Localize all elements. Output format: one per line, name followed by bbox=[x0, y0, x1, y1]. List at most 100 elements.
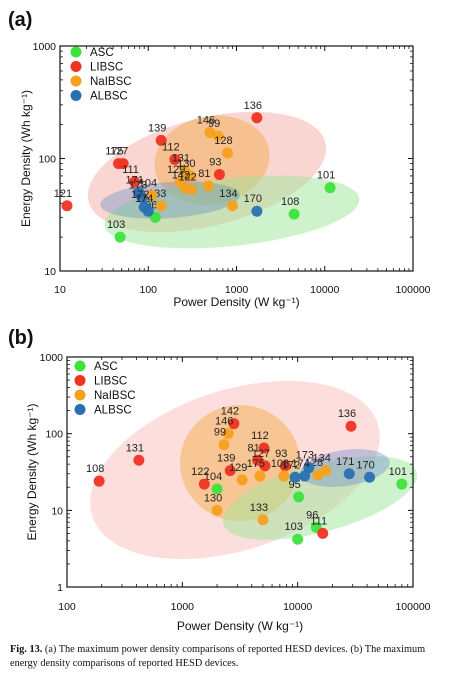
data-label: 81 bbox=[198, 168, 210, 180]
data-point bbox=[136, 192, 148, 204]
data-point bbox=[343, 468, 355, 480]
data-point bbox=[221, 147, 233, 159]
x-tick-label: 10000 bbox=[283, 601, 312, 613]
data-point bbox=[211, 504, 223, 516]
data-label: 111 bbox=[310, 515, 327, 527]
caption-text: (a) The maximum power density comparison… bbox=[10, 644, 426, 669]
data-label: 139 bbox=[148, 122, 166, 134]
data-label: 104 bbox=[139, 177, 157, 189]
data-label: 127 bbox=[110, 146, 128, 158]
data-label: 142 bbox=[172, 170, 190, 182]
data-label: 146 bbox=[197, 115, 215, 127]
data-label: 111 bbox=[122, 164, 139, 176]
x-tick-label: 100 bbox=[58, 601, 76, 613]
caption-prefix: Fig. 13. bbox=[10, 644, 43, 655]
data-label: 142 bbox=[221, 406, 239, 418]
data-point bbox=[202, 180, 214, 192]
data-point bbox=[218, 439, 230, 451]
data-point bbox=[117, 158, 129, 170]
legend-label: ALBSC bbox=[90, 91, 128, 103]
data-label: 146 bbox=[215, 416, 233, 428]
data-label: 122 bbox=[178, 172, 196, 184]
data-point bbox=[198, 478, 210, 490]
panel-label: (a) bbox=[8, 9, 32, 31]
data-point bbox=[61, 200, 73, 212]
data-label: 108 bbox=[281, 196, 299, 208]
y-tick-label: 1000 bbox=[33, 41, 57, 53]
data-point bbox=[324, 182, 336, 194]
data-point bbox=[224, 465, 236, 477]
legend-label: LIBSC bbox=[94, 376, 127, 388]
data-label: 131 bbox=[172, 153, 190, 165]
data-label: 133 bbox=[250, 502, 268, 514]
data-label: 175 bbox=[247, 458, 265, 470]
legend-label: LIBSC bbox=[90, 62, 123, 74]
data-point bbox=[169, 153, 181, 165]
x-tick-label: 100000 bbox=[395, 284, 430, 296]
data-label: 81 bbox=[248, 442, 260, 454]
x-tick-label: 10000 bbox=[310, 284, 339, 296]
data-label: 101 bbox=[317, 170, 335, 182]
data-point bbox=[293, 491, 305, 503]
data-point bbox=[129, 176, 141, 188]
legend-marker bbox=[70, 61, 82, 72]
data-label: 108 bbox=[86, 463, 104, 475]
data-point bbox=[288, 208, 300, 220]
x-axis-label: Power Density (W kg⁻¹) bbox=[173, 295, 299, 309]
data-point bbox=[303, 462, 315, 474]
data-label: 172 bbox=[131, 189, 149, 201]
legend-marker bbox=[74, 360, 86, 372]
x-tick-label: 1000 bbox=[225, 284, 249, 296]
data-point bbox=[258, 442, 270, 454]
data-point bbox=[292, 533, 304, 545]
data-point bbox=[93, 475, 105, 487]
data-label: 93 bbox=[209, 157, 221, 169]
data-point bbox=[320, 465, 332, 477]
figure-caption: Fig. 13. (a) The maximum power density c… bbox=[10, 643, 442, 671]
data-point bbox=[222, 428, 234, 440]
series-naibsc: 1469912813113012981142122134133104 bbox=[139, 115, 238, 212]
y-tick-label: 100 bbox=[45, 429, 63, 441]
y-tick-label: 10 bbox=[51, 505, 63, 517]
data-point bbox=[186, 184, 198, 196]
x-axis-label: Power Density (W kg⁻¹) bbox=[177, 619, 303, 633]
legend-label: ALBSC bbox=[94, 405, 132, 417]
x-tick-label: 100 bbox=[139, 284, 157, 296]
data-point bbox=[226, 200, 238, 212]
legend-marker bbox=[74, 389, 86, 401]
data-label: 130 bbox=[204, 492, 222, 504]
plot-frame bbox=[66, 356, 414, 588]
data-label: 136 bbox=[338, 408, 356, 420]
data-point bbox=[114, 231, 126, 243]
legend-label: NaIBSC bbox=[90, 76, 132, 88]
legend: ASC LIBSC NaIBSC ALBSC bbox=[70, 46, 132, 103]
data-point bbox=[142, 205, 154, 217]
data-label: 122 bbox=[191, 466, 209, 478]
data-label: 104 bbox=[204, 471, 222, 483]
data-point bbox=[251, 112, 263, 124]
data-label: 173 bbox=[129, 180, 147, 192]
data-point bbox=[259, 460, 271, 472]
x-tick-label: 100000 bbox=[395, 601, 430, 613]
data-label: 112 bbox=[251, 430, 269, 442]
data-label: 170 bbox=[244, 193, 262, 205]
data-point bbox=[254, 470, 266, 482]
data-label: 134 bbox=[313, 453, 331, 465]
legend-label: ASC bbox=[94, 361, 118, 373]
data-point bbox=[184, 170, 196, 182]
legend-marker bbox=[70, 46, 82, 58]
panel-label: (b) bbox=[8, 327, 34, 349]
legend-label: ASC bbox=[90, 47, 114, 59]
data-point bbox=[278, 470, 290, 482]
data-point bbox=[364, 471, 376, 483]
legend-marker bbox=[74, 375, 86, 386]
data-point bbox=[345, 420, 357, 432]
data-label: 128 bbox=[214, 135, 232, 147]
data-label: 112 bbox=[162, 141, 180, 153]
data-label: 174 bbox=[291, 458, 309, 470]
data-point bbox=[257, 514, 269, 526]
